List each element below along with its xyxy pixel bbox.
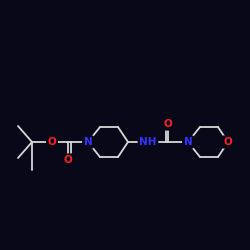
Text: NH: NH xyxy=(139,137,157,147)
Text: O: O xyxy=(224,137,232,147)
Text: O: O xyxy=(164,119,172,129)
Text: N: N xyxy=(184,137,192,147)
Text: O: O xyxy=(48,137,56,147)
Text: N: N xyxy=(84,137,92,147)
Text: O: O xyxy=(64,155,72,165)
